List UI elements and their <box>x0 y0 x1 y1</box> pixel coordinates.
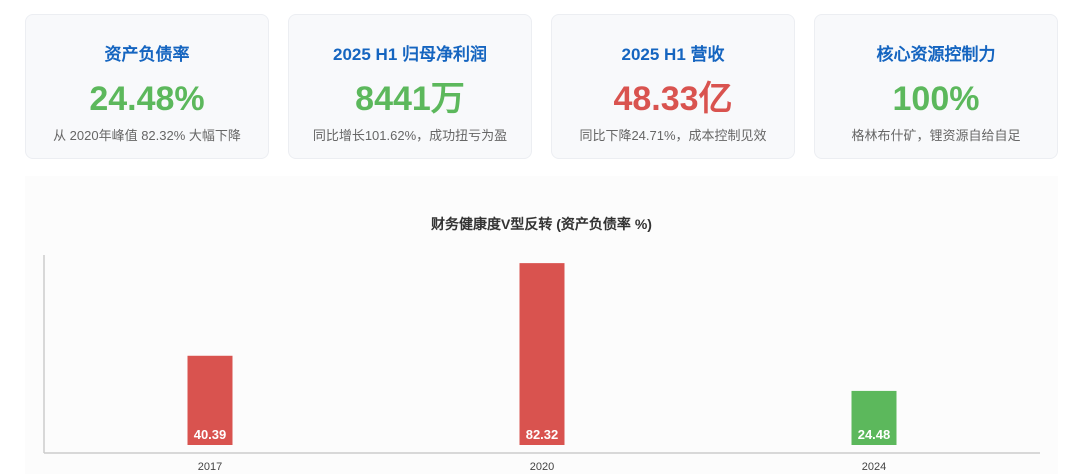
kpi-subtitle: 格林布什矿，锂资源自给自足 <box>851 128 1021 143</box>
x-tick-label: 2024 <box>862 461 886 473</box>
kpi-subtitle: 同比下降24.71%，成本控制见效 <box>579 128 767 143</box>
kpi-title: 2025 H1 营收 <box>621 45 725 64</box>
kpi-card-resource-control: 核心资源控制力 100% 格林布什矿，锂资源自给自足 <box>814 14 1058 159</box>
kpi-value: 48.33亿 <box>613 80 733 118</box>
data-label: 24.48 <box>858 427 891 442</box>
kpi-title: 资产负债率 <box>104 45 190 64</box>
kpi-cards: 资产负债率 24.48% 从 2020年峰值 82.32% 大幅下降 2025 … <box>25 14 1058 159</box>
x-tick-label: 2017 <box>198 461 222 473</box>
bar-2024 <box>851 390 897 445</box>
kpi-card-debt-ratio: 资产负债率 24.48% 从 2020年峰值 82.32% 大幅下降 <box>25 14 269 159</box>
kpi-title: 2025 H1 归母净利润 <box>333 45 487 64</box>
x-tick-label: 2020 <box>530 461 554 473</box>
chart-title: 财务健康度V型反转 (资产负债率 %) <box>431 216 652 232</box>
data-label: 40.39 <box>194 427 227 442</box>
chart-svg: 40.39 2017 82.32 2020 24.48 2024 <box>43 255 1040 473</box>
bar-2020 <box>519 263 565 445</box>
data-label: 82.32 <box>526 427 559 442</box>
kpi-value: 100% <box>892 80 980 118</box>
bar-2017 <box>187 355 233 445</box>
debt-ratio-chart: 财务健康度V型反转 (资产负债率 %) 40.39 2017 82.32 2020 24… <box>25 176 1058 474</box>
kpi-value: 8441万 <box>355 80 465 118</box>
kpi-value: 24.48% <box>89 80 205 118</box>
kpi-card-net-profit: 2025 H1 归母净利润 8441万 同比增长101.62%，成功扭亏为盈 <box>288 14 532 159</box>
kpi-subtitle: 同比增长101.62%，成功扭亏为盈 <box>312 128 508 143</box>
kpi-title: 核心资源控制力 <box>876 45 996 64</box>
kpi-subtitle: 从 2020年峰值 82.32% 大幅下降 <box>53 128 241 143</box>
kpi-card-revenue: 2025 H1 营收 48.33亿 同比下降24.71%，成本控制见效 <box>551 14 795 159</box>
